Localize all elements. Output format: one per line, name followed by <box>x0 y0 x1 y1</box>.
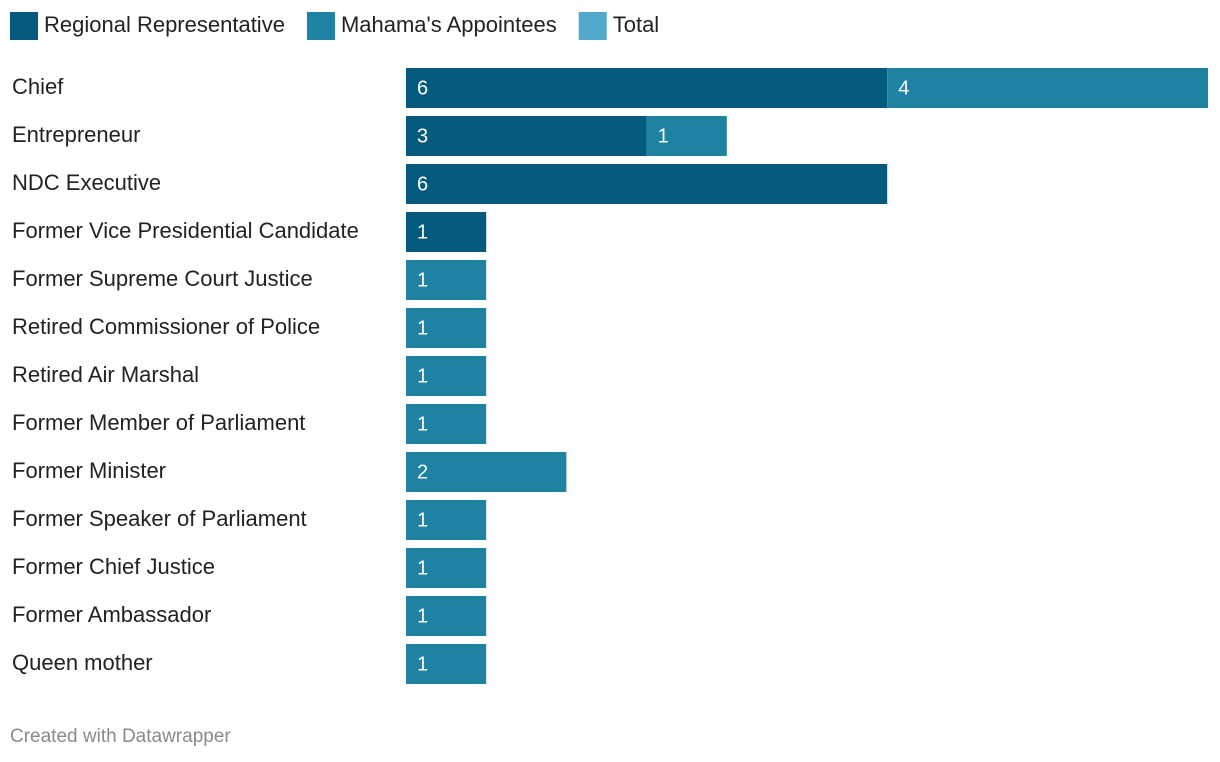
value-label: 1 <box>417 413 428 435</box>
bar-segment <box>406 548 487 588</box>
legend-label: Regional Representative <box>44 12 285 37</box>
bar-segment <box>406 500 487 540</box>
category-label: Retired Air Marshal <box>12 362 199 387</box>
bar-segment <box>887 68 1208 108</box>
category-label: Former Vice Presidential Candidate <box>12 218 359 243</box>
category-label: Entrepreneur <box>12 122 140 147</box>
bar-segment <box>406 596 487 636</box>
value-label: 4 <box>898 77 909 99</box>
bar-segment <box>646 116 727 156</box>
bar-segment <box>406 164 888 204</box>
value-label: 1 <box>417 605 428 627</box>
value-label: 3 <box>417 125 428 147</box>
category-label: Chief <box>12 74 64 99</box>
bar-segment <box>406 116 647 156</box>
legend-swatch <box>306 12 335 40</box>
bar-segment <box>406 260 487 300</box>
legend-label: Total <box>613 12 659 37</box>
value-label: 1 <box>417 317 428 339</box>
legend-swatch <box>10 12 38 40</box>
legend-swatch <box>578 12 607 40</box>
bar-segment <box>406 452 567 492</box>
category-label: Former Supreme Court Justice <box>12 266 313 291</box>
category-label: NDC Executive <box>12 170 161 195</box>
bar-segment <box>406 644 487 684</box>
category-label: Former Member of Parliament <box>12 410 305 435</box>
value-label: 1 <box>658 125 669 147</box>
bar-segment <box>406 308 487 348</box>
category-label: Former Ambassador <box>12 602 211 627</box>
category-label: Former Chief Justice <box>12 554 215 579</box>
value-label: 1 <box>417 269 428 291</box>
value-label: 1 <box>417 653 428 675</box>
category-label: Former Minister <box>12 458 166 483</box>
value-label: 1 <box>417 221 428 243</box>
category-label: Former Speaker of Parliament <box>12 506 307 531</box>
bar-segment <box>406 356 487 396</box>
value-label: 6 <box>417 173 428 195</box>
bar-segment <box>406 212 487 252</box>
value-label: 2 <box>417 461 428 483</box>
value-label: 1 <box>417 509 428 531</box>
category-label: Queen mother <box>12 650 153 675</box>
bar-segment <box>406 68 888 108</box>
credit: Created with Datawrapper <box>10 726 231 747</box>
value-label: 1 <box>417 365 428 387</box>
bar-segment <box>406 404 487 444</box>
value-label: 6 <box>417 77 428 99</box>
value-label: 1 <box>417 557 428 579</box>
category-label: Retired Commissioner of Police <box>12 314 320 339</box>
legend-label: Mahama's Appointees <box>341 12 557 37</box>
